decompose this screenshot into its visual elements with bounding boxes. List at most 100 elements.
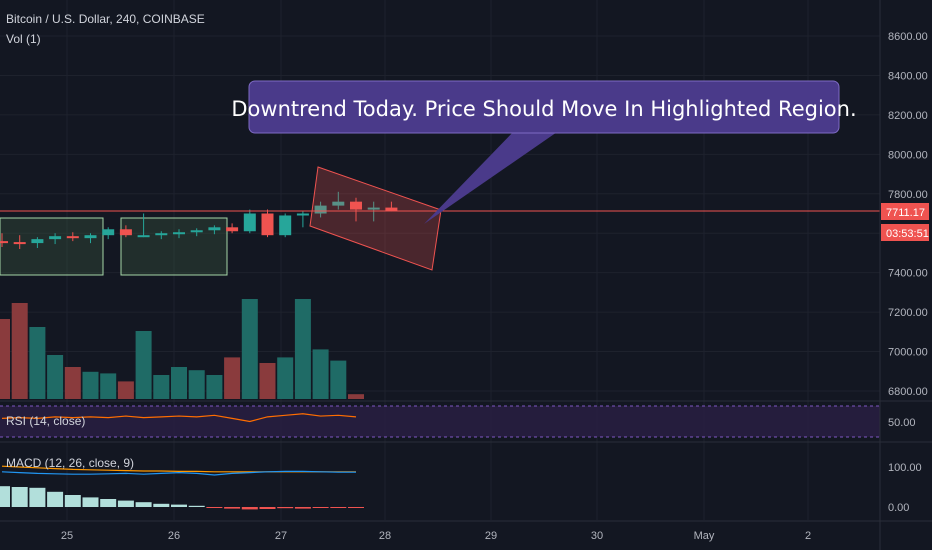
rsi-band (0, 406, 880, 437)
volume-bar (117, 381, 134, 399)
candle (119, 225, 132, 238)
histogram-bar (64, 495, 81, 507)
candle (49, 233, 62, 245)
histogram-bar (47, 491, 64, 507)
histogram-bar (29, 487, 46, 507)
range-box-right[interactable] (120, 217, 228, 276)
volume-bar (171, 367, 187, 399)
price-axis[interactable]: 8600.008400.008200.008000.007800.007600.… (888, 31, 928, 398)
volume-bar (224, 357, 241, 399)
highlighted-region[interactable] (309, 166, 442, 271)
candle (314, 201, 327, 218)
histogram-bar (100, 499, 117, 507)
volume-bar (47, 355, 64, 399)
histogram-bar (259, 507, 276, 509)
volume-bar (100, 373, 117, 399)
callout-text: Downtrend Today. Price Should Move In Hi… (231, 97, 856, 121)
price-tick: 7200.00 (888, 307, 928, 319)
callout-box[interactable] (248, 80, 840, 134)
candle (332, 191, 345, 210)
rsi-level-label: 50.00 (888, 417, 916, 429)
price-tick: 7400.00 (888, 268, 928, 280)
callout-pointer (424, 130, 560, 224)
histogram-bar (224, 507, 241, 509)
last-price-tag (881, 203, 929, 220)
candles (0, 191, 398, 249)
histogram-bar (188, 505, 205, 507)
candle (367, 201, 380, 222)
range-box-left[interactable] (0, 217, 104, 276)
volume-bar (241, 299, 258, 399)
macd-tick-100: 100.00 (888, 462, 922, 474)
symbol-title: Bitcoin / U.S. Dollar, 240, COINBASE (6, 12, 205, 26)
time-tick: 28 (379, 530, 391, 542)
volume-bar (277, 357, 294, 399)
candle (350, 197, 362, 222)
macd-line (1, 470, 356, 476)
time-tick: 25 (61, 530, 73, 542)
histogram-bar (117, 500, 134, 507)
macd-legend: MACD (12, 26, close, 9) (6, 456, 134, 470)
last-price-value: 7711.17 (886, 207, 925, 219)
rsi-line (1, 413, 357, 423)
histogram-bar (82, 497, 99, 507)
countdown-value: 03:53:51 (886, 228, 929, 240)
time-tick: 30 (591, 530, 603, 542)
volume-bar (0, 319, 10, 399)
volume-bar (259, 363, 276, 399)
time-tick: 29 (485, 530, 497, 542)
histogram-bar (171, 504, 187, 507)
histogram-bar (241, 507, 258, 510)
candle (0, 233, 8, 248)
volume-bar (64, 367, 81, 399)
time-tick: 26 (168, 530, 180, 542)
time-tick: 2 (805, 530, 811, 542)
macd-tick-0: 0.00 (888, 502, 909, 514)
price-tick: 8000.00 (888, 149, 928, 161)
histogram-bar (153, 503, 170, 507)
candle (66, 232, 79, 242)
candle (279, 213, 292, 238)
candle (137, 213, 150, 238)
macd-histogram (0, 486, 364, 510)
candle (31, 237, 44, 249)
volume-bars (0, 299, 364, 399)
histogram-bar (312, 507, 329, 508)
candle (13, 235, 26, 249)
candle (243, 209, 256, 234)
time-axis[interactable]: 25 26 27 28 29 30 May 2 (61, 530, 811, 542)
candle (155, 231, 168, 240)
price-tick: 6800.00 (888, 386, 928, 398)
histogram-bar (330, 507, 347, 508)
candle (173, 229, 185, 239)
volume-bar (82, 371, 99, 399)
candle (261, 209, 274, 238)
candle (385, 201, 398, 212)
volume-bar (312, 349, 329, 399)
price-tick: 7000.00 (888, 347, 928, 359)
histogram-bar (277, 507, 294, 509)
volume-bar (29, 327, 46, 399)
histogram-bar (135, 502, 152, 507)
rsi-legend: RSI (14, close) (6, 414, 85, 428)
volume-bar (330, 360, 347, 399)
time-tick: 27 (275, 530, 287, 542)
histogram-bar (348, 507, 364, 508)
volume-bar (348, 394, 364, 399)
price-tick: 8400.00 (888, 70, 928, 82)
volume-bar (206, 375, 223, 399)
volume-bar (188, 370, 205, 399)
candle (226, 223, 239, 234)
histogram-bar (0, 486, 10, 507)
volume-bar (294, 299, 311, 399)
volume-legend: Vol (1) (6, 32, 41, 46)
volume-bar (135, 331, 152, 399)
time-tick: May (694, 530, 715, 542)
candle (102, 227, 115, 240)
volume-bar (11, 303, 28, 399)
candle (208, 225, 221, 235)
price-tick: 7800.00 (888, 189, 928, 201)
price-tick: 8600.00 (888, 31, 928, 43)
candle (296, 211, 309, 228)
